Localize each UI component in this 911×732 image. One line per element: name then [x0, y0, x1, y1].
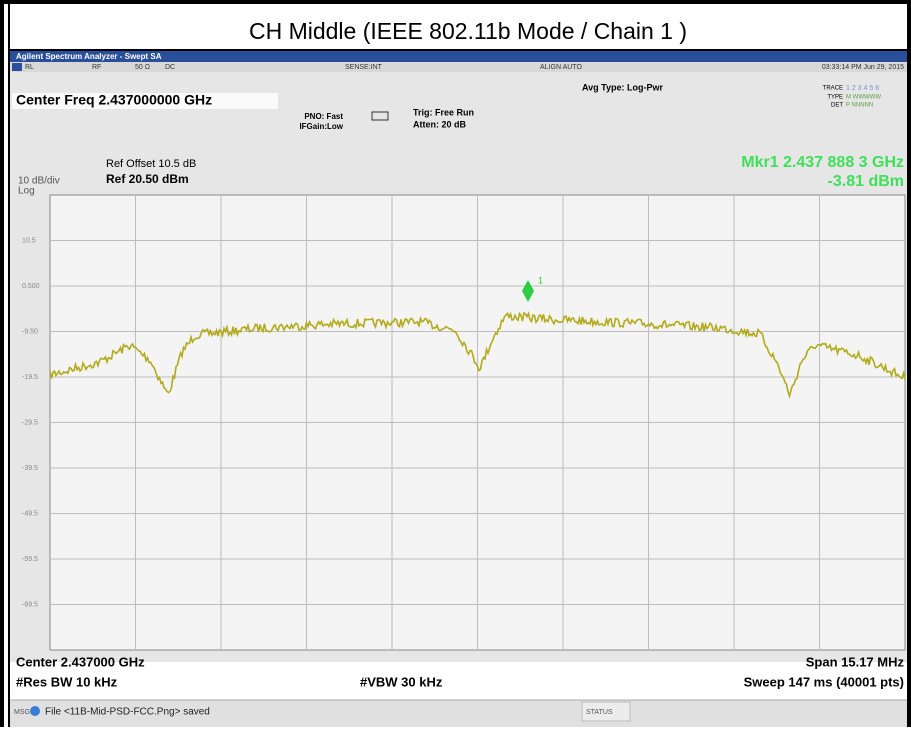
footer-span: Span 15.17 MHz [806, 654, 905, 669]
y-label: -49.5 [22, 510, 38, 517]
status-item: 03:33:14 PM Jun 29, 2015 [822, 64, 904, 71]
status-bar [10, 700, 907, 727]
status-item: DC [165, 64, 175, 71]
status-box [581, 701, 631, 722]
marker-label: 1 [538, 275, 543, 285]
trace-label: TRACE [823, 86, 843, 92]
trace [49, 310, 906, 400]
footer-vbw: #VBW 30 kHz [360, 674, 443, 689]
divider [10, 49, 907, 51]
window-title: Agilent Spectrum Analyzer - Swept SA [16, 52, 162, 61]
marker [522, 280, 534, 302]
y-label: 0.500 [22, 283, 40, 290]
center-freq-box [12, 93, 278, 109]
border-inner [8, 4, 10, 727]
type-label: TYPE [827, 95, 843, 101]
ref-offset: Ref Offset 10.5 dB [106, 158, 196, 170]
center-freq: Center Freq 2.437000000 GHz [16, 92, 212, 108]
footer-sweep: Sweep 147 ms (40001 pts) [744, 674, 904, 689]
status-msg: MSG [14, 709, 30, 716]
status-icon [30, 706, 40, 716]
y-label: 10.5 [22, 237, 36, 244]
ifgain: IFGain:Low [299, 122, 343, 131]
status-file: File <11B-Mid-PSD-FCC.Png> saved [45, 707, 210, 718]
trace-nums: 1 2 3 4 5 6 [846, 85, 879, 92]
marker-freq: Mkr1 2.437 888 3 GHz [741, 154, 904, 171]
avg-type: Avg Type: Log-Pwr [582, 82, 663, 92]
page-title: CH Middle (IEEE 802.11b Mode / Chain 1 ) [249, 18, 687, 44]
y-label: -19.5 [22, 374, 38, 381]
border-right [907, 0, 911, 727]
status-icon [12, 63, 22, 71]
status-row [10, 62, 907, 72]
status-label: STATUS [586, 709, 613, 716]
window-titlebar [10, 51, 907, 62]
grid [50, 195, 905, 650]
status-item: 50 Ω [135, 64, 150, 71]
status-item: SENSE:INT [345, 64, 383, 71]
det-label: DET [831, 103, 843, 109]
marker-level: -3.81 dBm [828, 173, 904, 190]
det-val: P NNNNN [846, 103, 873, 109]
status-item: ALIGN AUTO [540, 64, 582, 71]
status-item: RL [25, 64, 34, 71]
scale: 10 dB/div [18, 176, 60, 187]
status-item: RF [92, 64, 101, 71]
trig: Trig: Free Run [413, 107, 474, 117]
log-label: Log [18, 186, 35, 197]
y-label: -29.5 [22, 419, 38, 426]
pno: PNO: Fast [304, 112, 343, 121]
y-labels: 10.5 0.500 -9.50 -19.5 -29.5 -39.5 -49.5 -59.5 -… [22, 237, 40, 608]
footer-rbw: #Res BW 10 kHz [16, 674, 118, 689]
ref-level: Ref 20.50 dBm [106, 172, 189, 186]
footer-center: Center 2.437000 GHz [16, 654, 145, 669]
trig-icon [371, 111, 389, 121]
y-label: -39.5 [22, 465, 38, 472]
type-val: M WWWWW [846, 95, 881, 101]
atten: Atten: 20 dB [413, 119, 467, 129]
border-left [0, 0, 4, 727]
y-label: -9.50 [22, 328, 38, 335]
y-label: -59.5 [22, 556, 38, 563]
y-label: -69.5 [22, 601, 38, 608]
border-top [0, 0, 911, 4]
